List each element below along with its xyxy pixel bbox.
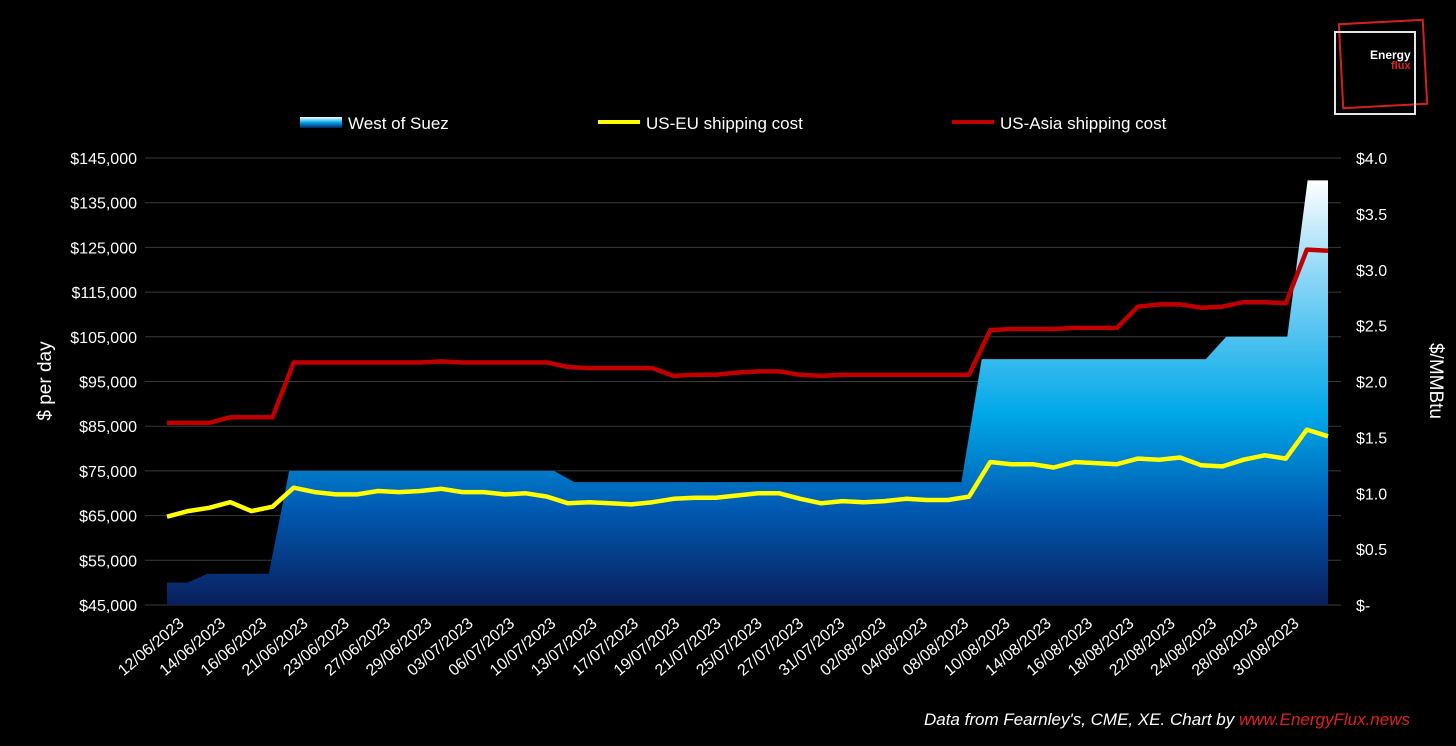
y-tick-label: $75,000 [79,464,137,481]
left-axis-ticks: $145,000 $135,000 $125,000 $115,000 $105,000… [70,151,137,615]
west-of-suez-area-layer [167,180,1328,605]
chart-subtitle: West of Suez LNG freight charter rate (l… [179,63,1174,85]
y-tick-label: $105,000 [70,330,137,347]
legend: West of Suez US-EU shipping cost US-Asia… [300,114,1167,133]
y2-tick-label: $4.0 [1356,151,1387,168]
y-tick-label: $85,000 [79,419,137,436]
y2-tick-label: $- [1356,598,1370,615]
y2-tick-label: $1.5 [1356,430,1387,447]
logo-text-energy: Energy [1370,48,1411,62]
y-tick-label: $145,000 [70,151,137,168]
legend-swatch-west-of-suez [300,117,342,128]
right-axis-ticks: $4.0 $3.5 $3.0 $2.5 $2.0 $1.5 $1.0 $0.5 $- [1356,151,1387,615]
legend-label-us-asia: US-Asia shipping cost [1000,114,1167,133]
y2-tick-label: $0.5 [1356,542,1387,559]
y-tick-label: $55,000 [79,553,137,570]
source-footer: Data from Fearnley's, CME, XE. Chart by … [924,710,1410,730]
y-tick-label: $115,000 [71,285,137,302]
legend-label-us-eu: US-EU shipping cost [646,114,803,133]
y-tick-label: $95,000 [79,375,137,392]
y-tick-label: $135,000 [70,196,137,213]
y2-tick-label: $3.0 [1356,263,1387,280]
y-tick-label: $45,000 [79,598,137,615]
logo-frame [1334,31,1416,115]
y2-axis-title: $/MMBtu [1425,343,1446,419]
y-tick-label: $125,000 [70,240,137,257]
chart-title: The rising cost of staying put [488,26,865,56]
y2-tick-label: $1.0 [1356,486,1387,503]
y2-tick-label: $3.5 [1356,207,1387,224]
west-of-suez-area [167,180,1328,605]
source-link[interactable]: www.EnergyFlux.news [1238,710,1410,729]
x-axis-ticks: 12/06/202314/06/202316/06/202321/06/2023… [115,615,1302,680]
y2-tick-label: $2.0 [1356,375,1387,392]
y-axis-title: $ per day [35,341,56,421]
y-tick-label: $65,000 [79,509,137,526]
y2-tick-label: $2.5 [1356,319,1387,336]
line-layer [166,247,1329,519]
us-asia-shipping-cost-line [167,247,1329,426]
us-eu-shipping-cost-line [166,427,1329,519]
logo-text-flux: flux [1391,60,1411,72]
legend-label-west-of-suez: West of Suez [348,114,449,133]
source-text: Data from Fearnley's, CME, XE. Chart by [923,710,1239,729]
